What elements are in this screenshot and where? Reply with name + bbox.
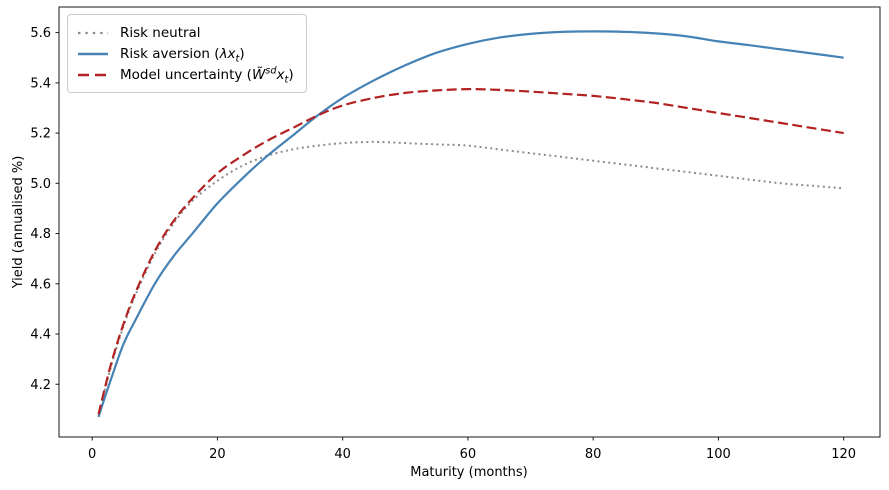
y-tick-label: 4.8 [30, 227, 51, 242]
legend-line-sample-dotted [78, 31, 108, 34]
series-line-model-uncertainty [97, 87, 844, 415]
y-tick-label: 5.0 [30, 177, 51, 192]
x-tick-label: 20 [209, 447, 226, 462]
x-axis-label: Maturity (months) [410, 465, 528, 480]
y-tick-label: 5.4 [30, 76, 51, 91]
x-tick-label: 60 [460, 447, 477, 462]
series-line-risk-neutral [97, 140, 844, 418]
x-tick-label: 120 [831, 447, 856, 462]
x-tick-label: 80 [585, 447, 602, 462]
y-tick-label: 4.4 [30, 328, 51, 343]
legend-label: Model uncertainty (W̃sdxt) [120, 65, 294, 86]
legend-label: Risk aversion (λxt) [120, 45, 245, 65]
y-tick-label: 4.6 [30, 277, 51, 292]
y-axis-label: Yield (annualised %) [11, 156, 26, 290]
plot-frame [58, 6, 881, 438]
x-tick-label: 0 [88, 447, 96, 462]
legend-item-model-uncertainty: Model uncertainty (W̃sdxt) [78, 64, 294, 85]
legend-item-risk-aversion: Risk aversion (λxt) [78, 43, 294, 64]
legend-line-sample-dashed [78, 73, 108, 76]
legend-line-sample-solid [78, 52, 108, 55]
y-tick-label: 4.2 [30, 378, 51, 393]
legend-item-risk-neutral: Risk neutral [78, 22, 294, 43]
y-tick-label: 5.2 [30, 127, 51, 142]
x-tick-label: 100 [706, 447, 731, 462]
x-tick-label: 40 [334, 447, 351, 462]
legend: Risk neutral Risk aversion (λxt) Model unc… [67, 14, 307, 93]
y-tick-label: 5.6 [30, 26, 51, 41]
series-line-risk-aversion [97, 30, 844, 418]
legend-label: Risk neutral [120, 24, 201, 41]
